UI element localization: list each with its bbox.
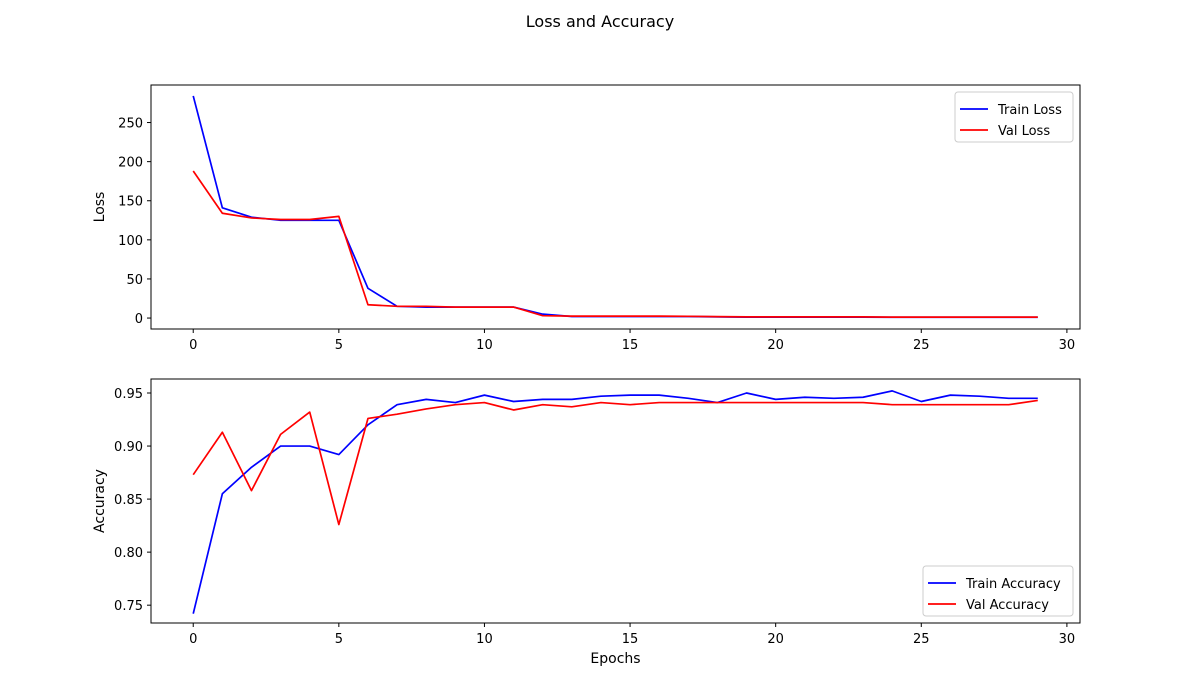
train-loss-line (192, 95, 1038, 319)
loss-legend: Train Loss Val Loss (954, 91, 1074, 143)
accuracy-legend-box (922, 565, 1074, 617)
train-loss-legend-label: Train Loss (997, 103, 1062, 118)
accuracy-x-tick-label: 5 (335, 632, 343, 647)
loss-x-tick-label: 5 (335, 338, 343, 353)
val-loss-legend-label: Val Loss (998, 124, 1050, 139)
val-accuracy-legend-label: Val Accuracy (966, 598, 1049, 613)
accuracy-y-tick-label: 0.90 (114, 440, 143, 455)
loss-y-tick-label: 100 (118, 234, 143, 249)
loss-y-axis-label: Loss (92, 192, 108, 223)
accuracy-x-tick-label: 10 (476, 632, 493, 647)
accuracy-x-tick-label: 25 (913, 632, 930, 647)
loss-x-tick-label: 25 (913, 338, 930, 353)
loss-y-tick-label: 50 (126, 273, 143, 288)
accuracy-x-tick-label: 20 (767, 632, 784, 647)
loss-x-tick-label: 15 (622, 338, 639, 353)
loss-y-tick-label: 200 (118, 156, 143, 171)
val-loss-line (192, 170, 1038, 318)
loss-y-tick-label: 150 (118, 195, 143, 210)
accuracy-x-axis-label: Epochs (590, 651, 640, 667)
loss-axes-frame (150, 84, 1081, 330)
accuracy-x-tick-label: 15 (622, 632, 639, 647)
loss-y-tick-label: 250 (118, 117, 143, 132)
loss-panel: 0 5 10 15 20 25 30 0 50 100 150 200 250 Loss Train Los… (92, 84, 1081, 353)
accuracy-legend: Train Accuracy Val Accuracy (922, 565, 1074, 617)
accuracy-y-tick-label: 0.85 (114, 493, 143, 508)
loss-x-tick-label: 0 (189, 338, 197, 353)
train-accuracy-line (192, 390, 1038, 614)
accuracy-axes-frame (150, 378, 1081, 624)
accuracy-y-axis-label: Accuracy (92, 469, 108, 533)
accuracy-y-tick-label: 0.75 (114, 599, 143, 614)
accuracy-x-tick-label: 30 (1059, 632, 1076, 647)
accuracy-x-tick-label: 0 (189, 632, 197, 647)
figure-title: Loss and Accuracy (526, 12, 674, 31)
loss-x-tick-label: 10 (476, 338, 493, 353)
accuracy-y-tick-label: 0.80 (114, 546, 143, 561)
loss-x-tick-label: 20 (767, 338, 784, 353)
loss-x-tick-label: 30 (1059, 338, 1076, 353)
accuracy-panel: 0 5 10 15 20 25 30 0.75 0.80 0.85 0.90 0.95 Accuracy… (92, 378, 1081, 667)
accuracy-y-tick-label: 0.95 (114, 387, 143, 402)
val-accuracy-line (192, 399, 1038, 526)
train-accuracy-legend-label: Train Accuracy (965, 577, 1061, 592)
loss-y-tick-label: 0 (135, 312, 143, 327)
